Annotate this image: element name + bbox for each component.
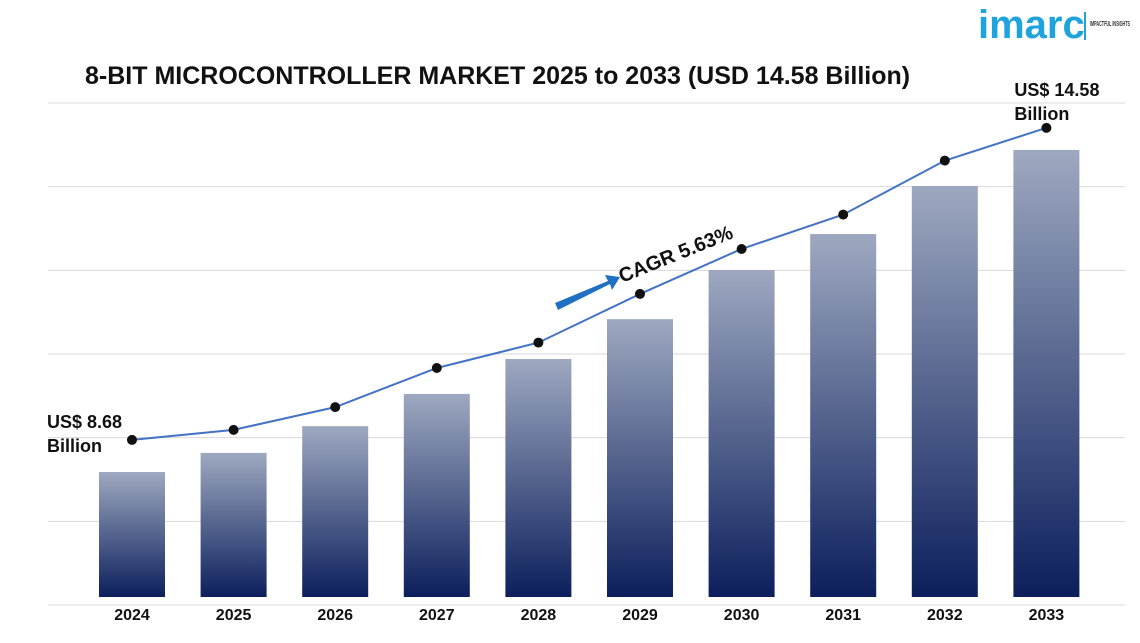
x-tick-label: 2024 (114, 607, 150, 624)
x-tick-label: 2032 (927, 607, 963, 624)
x-tick-label: 2030 (724, 607, 760, 624)
bar (403, 393, 470, 597)
bar (1013, 149, 1080, 597)
bar (505, 359, 572, 597)
value-label: US$ 14.58 Billion (1014, 79, 1100, 124)
x-tick-label: 2029 (622, 607, 658, 624)
line-point (431, 362, 442, 373)
x-tick-label: 2033 (1029, 607, 1065, 624)
bar (200, 452, 267, 597)
bar (99, 471, 165, 597)
line-point (127, 434, 137, 445)
logo-name: imarc (978, 3, 1085, 47)
line-point (1041, 122, 1052, 133)
x-tick-label: 2031 (825, 607, 861, 624)
bar (607, 319, 673, 597)
line-point (228, 424, 239, 435)
bar (708, 270, 775, 597)
line-point (330, 402, 341, 413)
x-tick-label: 2025 (216, 607, 252, 624)
line-point (939, 155, 950, 166)
marks (99, 122, 1080, 598)
x-tick-label: 2027 (419, 607, 455, 624)
line (131, 126, 1047, 441)
line-point (635, 288, 645, 299)
chart-title: 8-BIT MICROCONTROLLER MARKET 2025 to 203… (85, 62, 910, 90)
x-tick-label: 2028 (521, 607, 557, 624)
logo-tagline: IMPACTFUL INSIGHTS (1090, 21, 1130, 28)
line-point (838, 209, 849, 220)
bar (302, 426, 369, 597)
cagr-arrow (555, 275, 620, 310)
line-point (533, 337, 544, 348)
value-label: US$ 8.68 Billion (47, 411, 123, 456)
bar (810, 234, 877, 597)
bar (911, 185, 978, 598)
line-point (736, 243, 747, 254)
x-tick-label: 2026 (317, 607, 353, 624)
